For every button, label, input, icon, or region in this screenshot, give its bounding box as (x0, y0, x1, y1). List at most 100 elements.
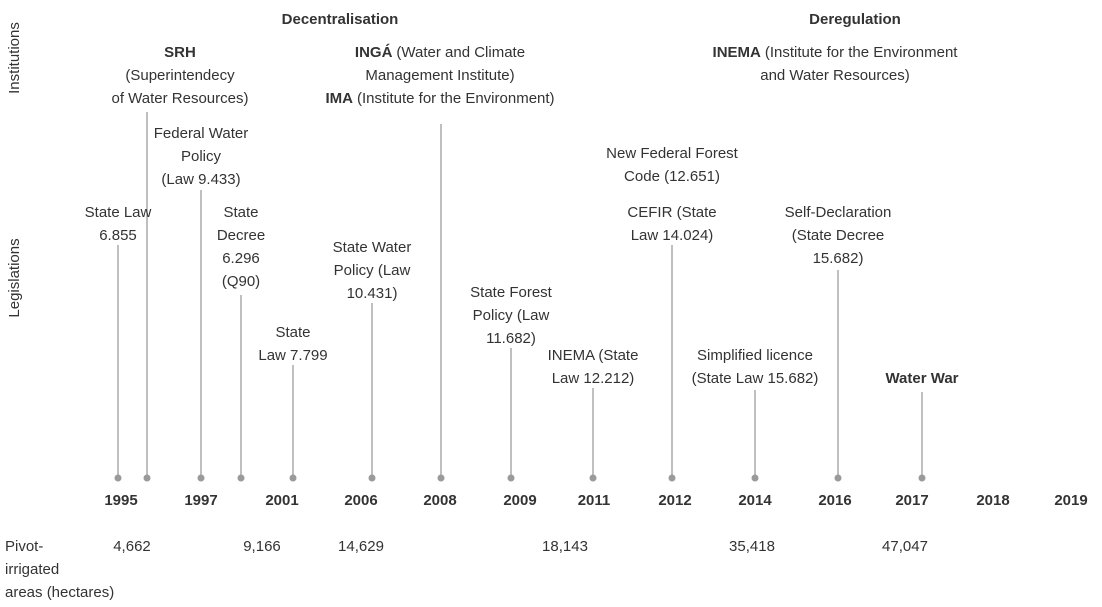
text-line: State Forest (470, 284, 553, 301)
text-line: (Q90) (222, 273, 260, 290)
pivot-value: 4,662 (113, 538, 151, 555)
pivot-label: Pivot- (5, 538, 43, 555)
text: 6.296 (222, 250, 260, 267)
dot (368, 474, 376, 482)
text: New Federal Forest (606, 145, 739, 162)
pivot-value: 18,143 (542, 538, 588, 555)
dot (437, 474, 445, 482)
year-label: 2009 (503, 492, 536, 509)
text-line: Policy (181, 148, 222, 165)
pivot-value: 47,047 (882, 538, 928, 555)
text-line: Law 14.024) (631, 227, 714, 244)
text-line: (State Law 15.682) (692, 370, 819, 387)
text-line: (Superintendecy (125, 67, 235, 84)
dot (143, 474, 151, 482)
text: (Institute for the Environment (765, 44, 958, 61)
year-label: 2006 (344, 492, 377, 509)
text-line: Law 7.799 (258, 347, 327, 364)
text-line: 6.296 (222, 250, 260, 267)
text-line: INEMA (State (548, 347, 639, 364)
dot (289, 474, 297, 482)
text-line: State Law (85, 204, 152, 221)
year-label: 2017 (895, 492, 928, 509)
text: State (275, 324, 310, 341)
text-line: IMA (Institute for the Environment) (325, 90, 554, 107)
text: Self-Declaration (785, 204, 892, 221)
text-line: INEMA (Institute for the Environment (713, 44, 959, 61)
text: (Q90) (222, 273, 260, 290)
text: State Water (333, 239, 412, 256)
text: Law 14.024) (631, 227, 714, 244)
dot (197, 474, 205, 482)
period-title: Deregulation (809, 11, 901, 28)
text: (Law 9.433) (161, 171, 240, 188)
pivot-label: areas (hectares) (5, 584, 114, 601)
text-line: Federal Water (154, 125, 248, 142)
text: Policy (181, 148, 222, 165)
bold-text: IMA (325, 90, 353, 107)
pivot-value: 35,418 (729, 538, 775, 555)
year-label: 2014 (738, 492, 772, 509)
text: (Water and Climate (396, 44, 525, 61)
text: State Law (85, 204, 152, 221)
year-label: 1995 (104, 492, 137, 509)
year-label: 2016 (818, 492, 851, 509)
year-label: 1997 (184, 492, 217, 509)
dot (751, 474, 759, 482)
dot (918, 474, 926, 482)
text: 10.431) (347, 285, 398, 302)
text: Federal Water (154, 125, 248, 142)
dot (114, 474, 122, 482)
text-line: State Water (333, 239, 412, 256)
text: (State Decree (792, 227, 885, 244)
bold-text: Water War (885, 370, 958, 387)
year-label: 2001 (265, 492, 298, 509)
pivot-label: irrigated (5, 561, 59, 578)
dot (589, 474, 597, 482)
text: Policy (Law (473, 307, 550, 324)
text: Law 12.212) (552, 370, 635, 387)
text-line: (Law 9.433) (161, 171, 240, 188)
bold-text: INGÁ (355, 44, 393, 61)
year-label: 2018 (976, 492, 1009, 509)
text: State Forest (470, 284, 553, 301)
text: INEMA (State (548, 347, 639, 364)
dot (668, 474, 676, 482)
text-line: Policy (Law (334, 262, 411, 279)
dot (237, 474, 245, 482)
text: (Superintendecy (125, 67, 235, 84)
text-line: New Federal Forest (606, 145, 739, 162)
text-line: Policy (Law (473, 307, 550, 324)
text-line: Simplified licence (697, 347, 813, 364)
row-label: Institutions (6, 22, 23, 94)
dot (507, 474, 515, 482)
text: Simplified licence (697, 347, 813, 364)
text-line: Decree (217, 227, 265, 244)
text-line: Code (12.651) (624, 168, 720, 185)
text: State (223, 204, 258, 221)
text: and Water Resources) (760, 67, 910, 84)
text-line: and Water Resources) (760, 67, 910, 84)
text: 11.682) (486, 330, 536, 347)
year-label: 2011 (578, 492, 611, 509)
text-line: 11.682) (486, 330, 536, 347)
year-label: 2012 (658, 492, 691, 509)
text: (State Law 15.682) (692, 370, 819, 387)
dot (834, 474, 842, 482)
text: of Water Resources) (112, 90, 249, 107)
text-line: Self-Declaration (785, 204, 892, 221)
row-label: Legislations (6, 238, 23, 317)
text: Law 7.799 (258, 347, 327, 364)
text-line: Water War (885, 370, 958, 387)
text-line: 6.855 (99, 227, 137, 244)
pivot-value: 14,629 (338, 538, 384, 555)
text-line: 15.682) (813, 250, 864, 267)
text-line: SRH (164, 44, 196, 61)
text: 6.855 (99, 227, 137, 244)
text-line: (State Decree (792, 227, 885, 244)
text-line: Management Institute) (365, 67, 514, 84)
text-line: 10.431) (347, 285, 398, 302)
text: Policy (Law (334, 262, 411, 279)
text: (Institute for the Environment) (357, 90, 555, 107)
